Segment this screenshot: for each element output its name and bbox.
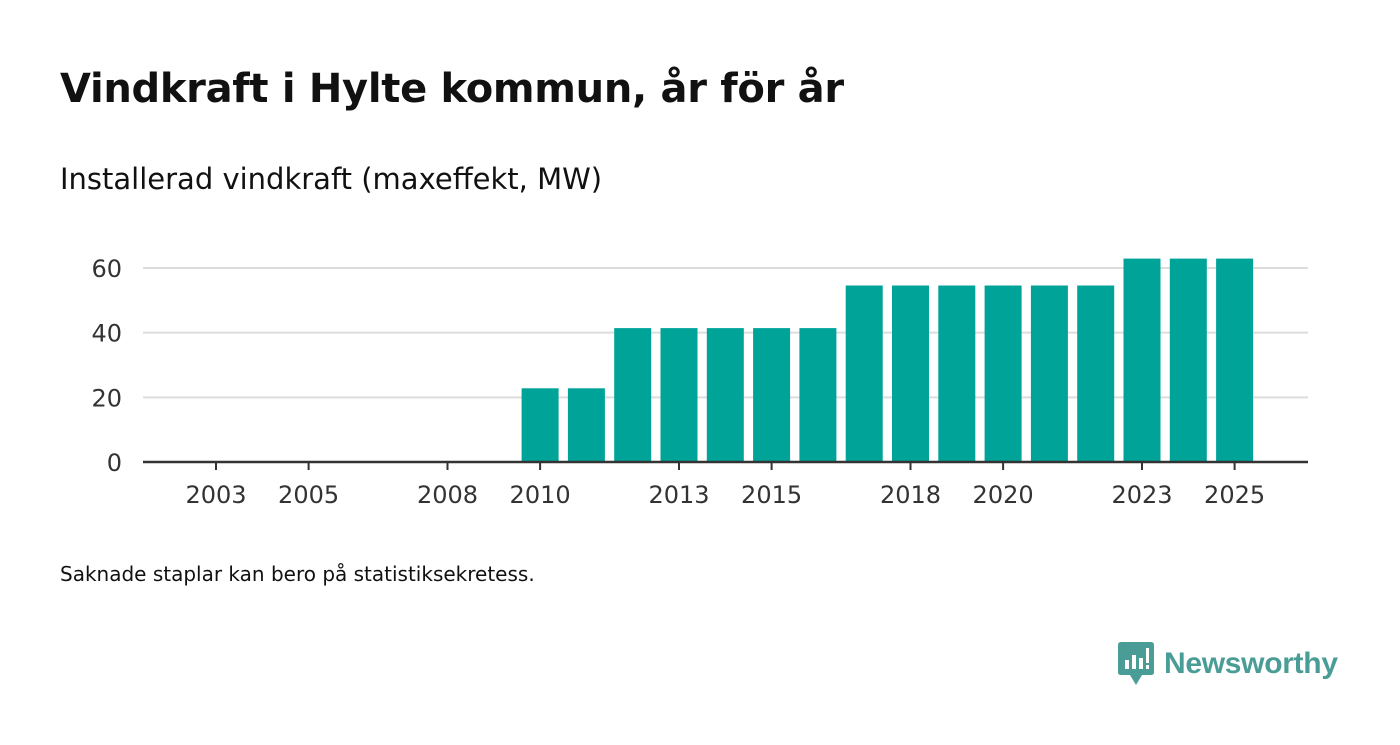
bar-chart: 0 20 40 60 2003 2005 2008 2010 2013 2015 2018 2020… (91, 255, 1308, 509)
x-tick-label: 2015 (741, 481, 802, 509)
bar-2023 (1123, 258, 1161, 462)
x-tick-label: 2018 (880, 481, 941, 509)
y-tick-label: 40 (91, 320, 122, 348)
y-axis-tick-labels: 0 20 40 60 (91, 255, 122, 477)
x-tick-label: 2008 (417, 481, 478, 509)
bar-2016 (799, 328, 837, 462)
bar-2010 (521, 388, 559, 462)
chart-title: Vindkraft i Hylte kommun, år för år (60, 66, 844, 112)
bars (521, 258, 1254, 462)
x-tick-label: 2025 (1204, 481, 1265, 509)
footnote: Saknade staplar kan bero på statistiksek… (60, 562, 535, 586)
bar-2011 (567, 388, 605, 462)
x-tick-label: 2020 (973, 481, 1034, 509)
newsworthy-brand: Newsworthy (1118, 642, 1338, 686)
bar-2014 (706, 328, 744, 462)
brand-name: Newsworthy (1164, 647, 1338, 680)
bar-2015 (753, 328, 791, 462)
y-tick-label: 20 (91, 384, 122, 412)
newsworthy-logo-icon (1118, 642, 1154, 685)
bar-2025 (1216, 258, 1254, 462)
chart-subtitle: Installerad vindkraft (maxeffekt, MW) (60, 162, 603, 196)
x-tick-label: 2003 (185, 481, 246, 509)
bar-2017 (845, 285, 883, 462)
bar-2022 (1077, 285, 1115, 462)
bar-2013 (660, 328, 698, 462)
x-axis (143, 460, 1308, 470)
bar-2018 (892, 285, 929, 462)
x-axis-tick-labels: 2003 2005 2008 2010 2013 2015 2018 2020 2023 2025 (185, 481, 1265, 509)
bar-2020 (984, 285, 1022, 462)
x-tick-label: 2010 (510, 481, 571, 509)
x-tick-label: 2005 (278, 481, 339, 509)
y-tick-label: 0 (107, 449, 122, 477)
bar-2019 (938, 285, 976, 462)
bar-2021 (1030, 285, 1068, 462)
x-tick-label: 2023 (1111, 481, 1172, 509)
y-tick-label: 60 (91, 255, 122, 283)
x-tick-label: 2013 (648, 481, 709, 509)
bar-2012 (614, 328, 652, 462)
bar-2024 (1169, 258, 1207, 462)
